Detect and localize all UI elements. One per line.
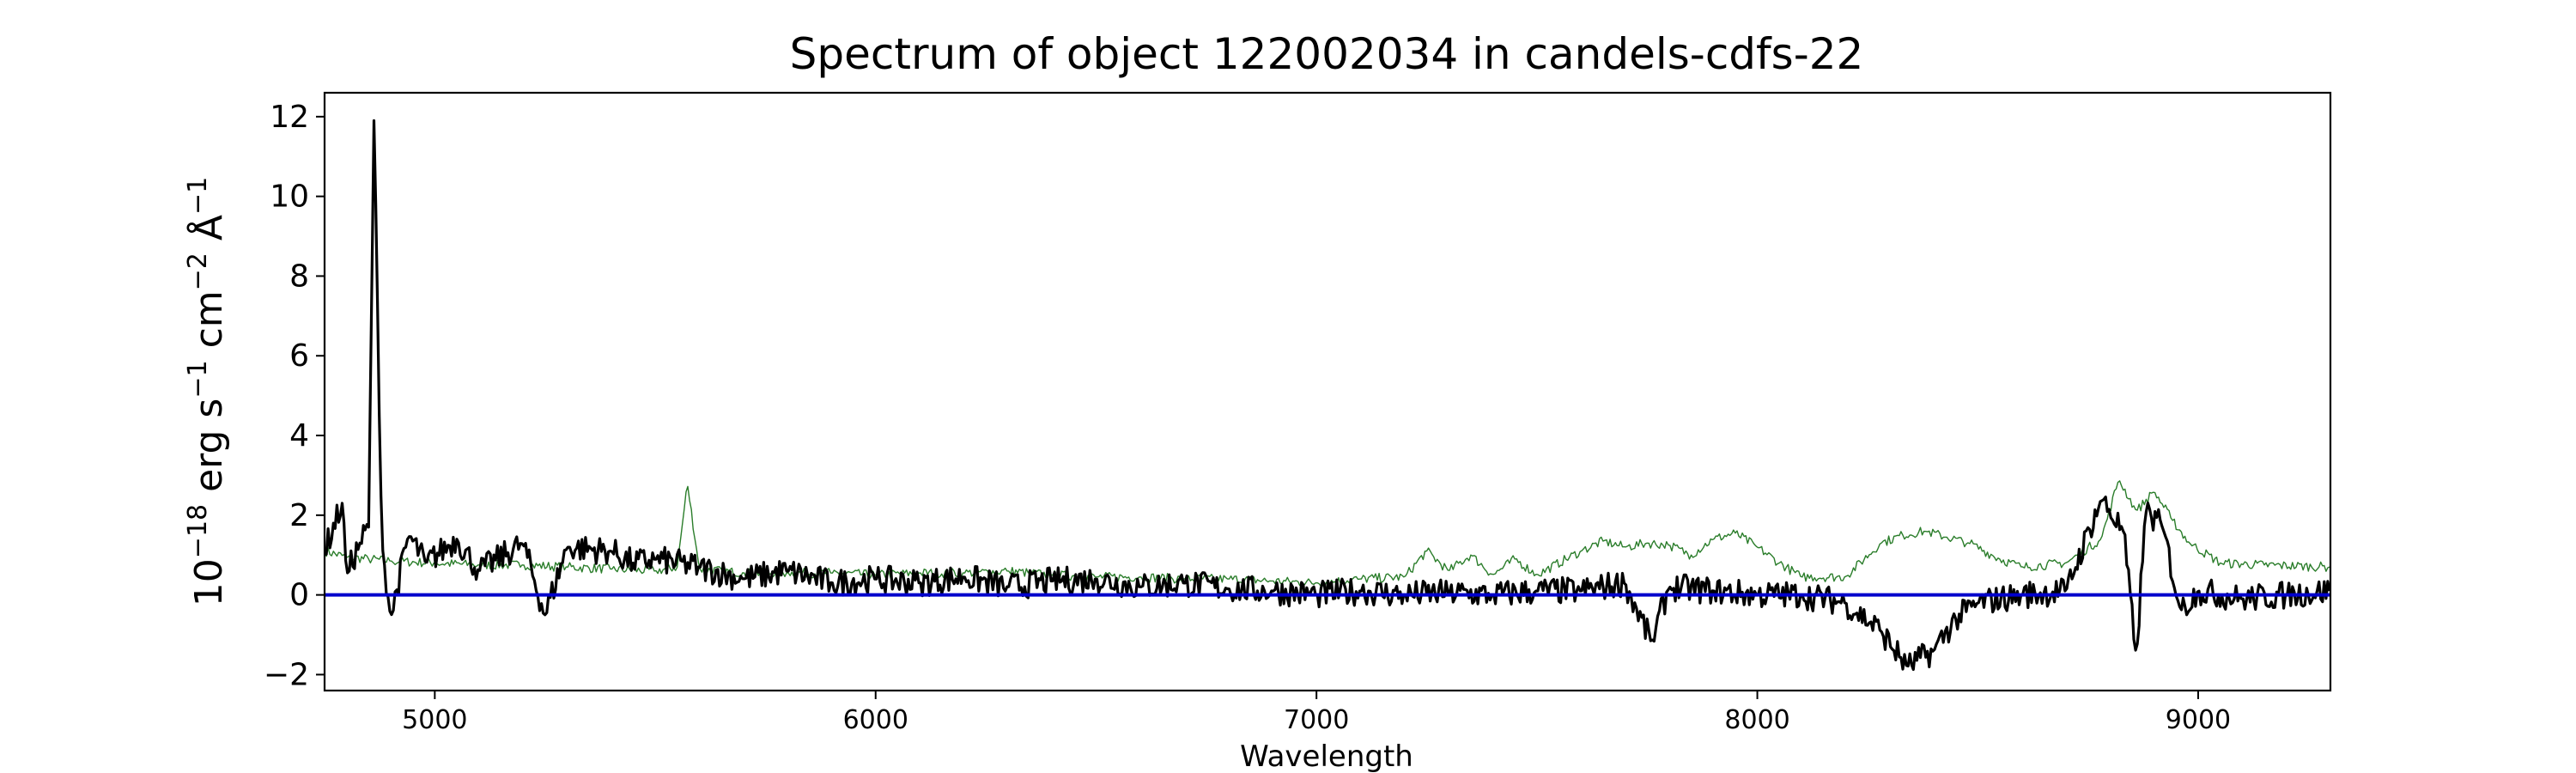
y-label-exp: −18 bbox=[183, 504, 213, 558]
y-tick-label: 2 bbox=[289, 498, 309, 533]
y-label-cm-exp: −2 bbox=[183, 253, 213, 290]
y-axis-label: 10−18 erg s−1 cm−2 Å−1 bbox=[183, 177, 231, 606]
x-axis-ticks: 5000 6000 7000 8000 9000 bbox=[402, 691, 2231, 735]
y-label-angstrom: Å bbox=[185, 215, 231, 253]
noise-series-line bbox=[325, 480, 2330, 587]
x-tick-label: 9000 bbox=[2166, 705, 2231, 735]
y-tick-label: −2 bbox=[264, 657, 309, 692]
y-tick-label: 12 bbox=[270, 100, 309, 135]
y-tick-label: 4 bbox=[289, 418, 309, 453]
x-tick-label: 7000 bbox=[1284, 705, 1349, 735]
plot-area bbox=[323, 91, 2332, 692]
y-label-base: 10 bbox=[187, 558, 231, 606]
y-label-ang-exp: −1 bbox=[183, 177, 213, 215]
y-tick-label: 6 bbox=[289, 338, 309, 374]
y-label-cm: cm bbox=[187, 290, 231, 360]
x-axis-label: Wavelength bbox=[1240, 740, 1413, 773]
y-tick-label: 8 bbox=[289, 259, 309, 294]
y-label-s-exp: −1 bbox=[183, 360, 213, 398]
x-tick-label: 8000 bbox=[1724, 705, 1789, 735]
chart-title: Spectrum of object 122002034 in candels-… bbox=[790, 29, 1864, 79]
y-tick-label: 10 bbox=[270, 180, 309, 215]
plot-frame bbox=[323, 91, 2332, 692]
y-label-erg-s: erg s bbox=[187, 399, 231, 504]
y-tick-label: 0 bbox=[289, 578, 309, 613]
flux-series-line bbox=[325, 119, 2330, 672]
y-axis-ticks: −2 0 2 4 6 8 10 12 bbox=[264, 100, 325, 692]
x-tick-label: 5000 bbox=[402, 705, 467, 735]
series-layer bbox=[325, 119, 2330, 672]
x-tick-label: 6000 bbox=[843, 705, 908, 735]
